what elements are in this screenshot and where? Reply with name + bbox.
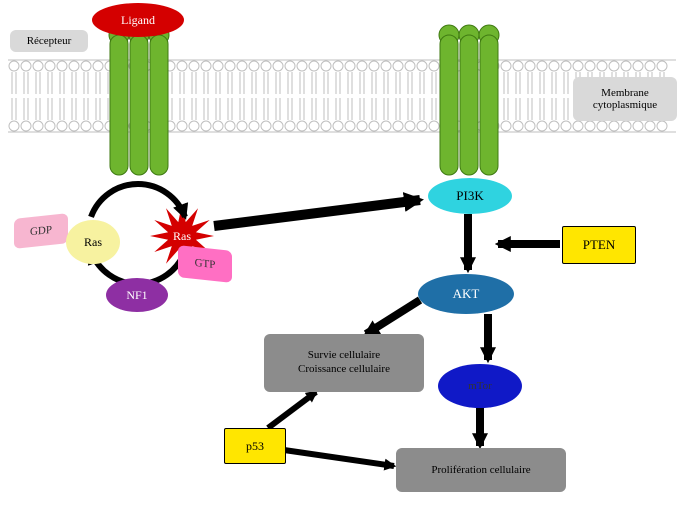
ligand-label: Ligand (121, 13, 155, 28)
proliferation-label: Prolifération cellulaire (431, 464, 530, 476)
p53-to-prolif (284, 450, 394, 466)
receptor-label: Récepteur (27, 35, 72, 47)
mtor-shape: mTor (438, 364, 522, 408)
ras-idle-shape: Ras (66, 220, 120, 264)
ras-active-label: Ras (173, 229, 191, 244)
ras-to-pi3k (214, 200, 420, 226)
akt-shape: AKT (418, 274, 514, 314)
akt-label: AKT (453, 286, 480, 302)
nf1-label: NF1 (126, 288, 147, 303)
pten-shape: PTEN (562, 226, 636, 264)
pi3k-label: PI3K (456, 188, 483, 204)
gdp-label: GDP (30, 224, 52, 238)
proliferation-box: Prolifération cellulaire (396, 448, 566, 492)
mtor-label: mTor (468, 380, 492, 392)
receptor-label-box: Récepteur (10, 30, 88, 52)
survival-line1: Survie cellulaire (308, 349, 380, 361)
survival-line2: Croissance cellulaire (298, 363, 390, 375)
membrane-label-box: Membrane cytoplasmique (573, 77, 677, 121)
akt-to-surv (366, 300, 420, 334)
gdp-shape: GDP (14, 213, 68, 249)
diagram-root: Ligand Récepteur Membrane cytoplasmique … (0, 0, 683, 519)
p53-label: p53 (246, 439, 264, 454)
membrane-label: Membrane cytoplasmique (573, 87, 677, 111)
pten-label: PTEN (583, 237, 616, 253)
p53-to-surv (268, 392, 316, 428)
pi3k-shape: PI3K (428, 178, 512, 214)
ras-idle-label: Ras (84, 235, 102, 250)
ras-active-label-box: Ras (150, 204, 214, 268)
ligand-shape: Ligand (92, 3, 184, 37)
survival-box: Survie cellulaire Croissance cellulaire (264, 334, 424, 392)
p53-shape: p53 (224, 428, 286, 464)
nf1-shape: NF1 (106, 278, 168, 312)
